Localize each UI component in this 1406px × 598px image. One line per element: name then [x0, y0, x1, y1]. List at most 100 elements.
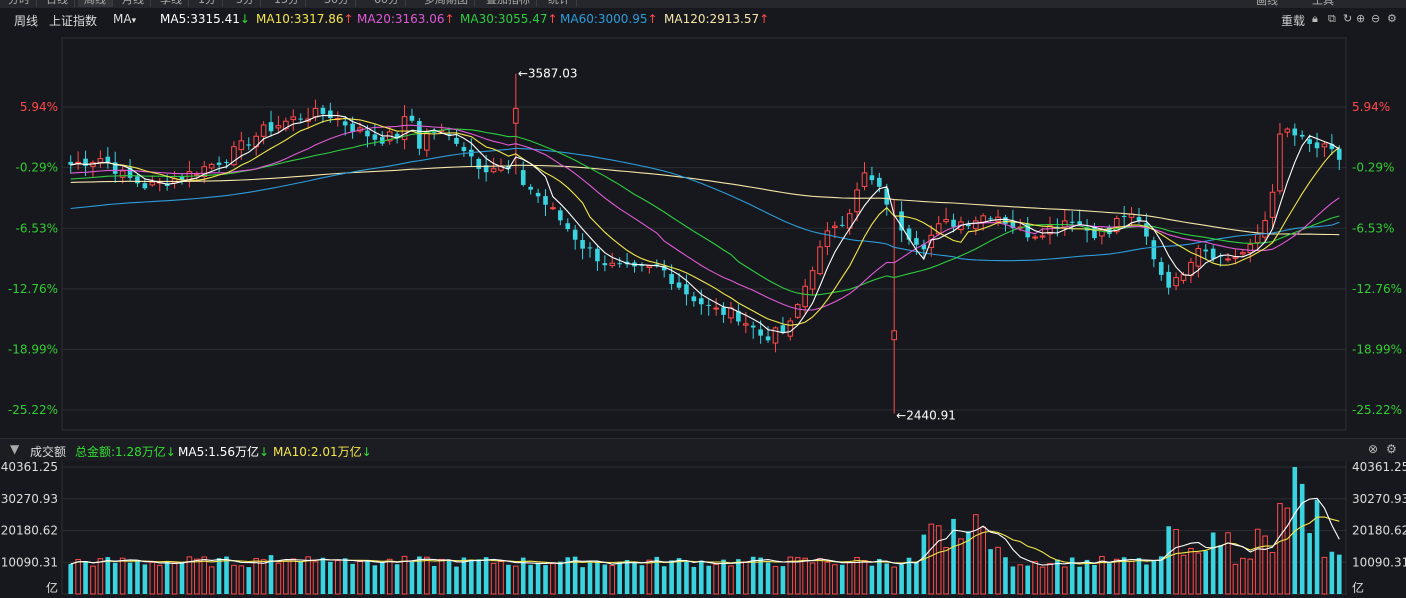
- volume-bar: [684, 560, 689, 594]
- candle-body: [676, 282, 682, 288]
- high-annotation: ←3587.03: [518, 67, 578, 81]
- volume-bar: [438, 558, 445, 595]
- ma20-line: [70, 124, 1340, 311]
- candle-body: [684, 284, 689, 295]
- toolbar-1[interactable]: 工具: [1312, 0, 1334, 7]
- candle-body: [216, 162, 222, 165]
- close-icon[interactable]: ⊗: [1368, 442, 1379, 456]
- volume-bar: [320, 557, 326, 594]
- volume-bar: [877, 558, 882, 594]
- volume-bar: [135, 560, 140, 594]
- volume-bar: [357, 561, 363, 595]
- reload-button[interactable]: 重载: [1281, 14, 1306, 28]
- box-icon[interactable]: ⧉: [1328, 12, 1336, 25]
- volume-bar: [1084, 559, 1090, 594]
- candle-body: [290, 116, 297, 121]
- ma10-legend: MA10:3317.86↑: [256, 12, 354, 26]
- volume-axis-right-label: 30270.93: [1352, 492, 1406, 506]
- zoom-out-icon[interactable]: ⊖: [1371, 12, 1381, 25]
- price-axis-left-label: -0.29%: [16, 161, 58, 175]
- volume-bar: [794, 557, 801, 595]
- candle-body: [431, 131, 437, 133]
- volume-bar: [1144, 564, 1149, 594]
- period-tab[interactable]: 5分: [230, 0, 261, 7]
- volume-bar: [914, 561, 919, 594]
- price-axis-left-label: 5.94%: [20, 100, 58, 114]
- volume-axis-right-label: 40361.25: [1352, 460, 1406, 474]
- volume-axis-left-label: 20180.62: [1, 524, 58, 538]
- candle-body: [119, 170, 126, 178]
- price-axis-left-label: -25.22%: [8, 403, 58, 417]
- volume-bar: [283, 560, 289, 595]
- candle-body: [706, 304, 712, 306]
- price-axis-right-label: -0.29%: [1352, 161, 1394, 175]
- volume-bar: [216, 558, 222, 594]
- period-tab[interactable]: 季线: [154, 0, 189, 7]
- toolbar-0[interactable]: 画线: [1256, 0, 1278, 7]
- candle-body: [972, 220, 979, 230]
- candle-body: [401, 116, 408, 140]
- volume-bar: [350, 563, 355, 594]
- candle-body: [543, 196, 548, 205]
- price-axis-right-label: -18.99%: [1352, 342, 1402, 356]
- volume-bar: [758, 557, 763, 594]
- candle-body: [869, 175, 875, 181]
- settings-icon[interactable]: ⚙: [1386, 442, 1397, 456]
- volume-bar: [988, 549, 993, 594]
- volume-bar: [632, 561, 637, 594]
- volume-axis-left-label: 10090.31: [1, 555, 58, 569]
- volume-bar: [1299, 483, 1305, 594]
- volume-bar: [469, 559, 474, 594]
- period-tab[interactable]: 月线: [116, 0, 151, 7]
- period-tab[interactable]: 30分: [318, 0, 356, 7]
- period-label[interactable]: 周线: [14, 14, 39, 28]
- volume-bar: [268, 555, 274, 594]
- period-tab[interactable]: 1分: [192, 0, 223, 7]
- volume-bar: [728, 565, 734, 595]
- period-tab[interactable]: 分时: [2, 0, 37, 7]
- volume-bar: [127, 562, 133, 594]
- candle-body: [1144, 223, 1149, 237]
- volume-bar: [980, 526, 986, 595]
- candle-body: [275, 125, 282, 129]
- candle-body: [595, 248, 600, 262]
- period-tab[interactable]: 60分: [368, 0, 406, 7]
- period-tab[interactable]: 日线: [40, 0, 75, 7]
- candle-body: [691, 296, 697, 302]
- volume-bar: [1329, 551, 1335, 594]
- period-tab[interactable]: 叠加指标: [480, 0, 537, 7]
- volume-bar: [372, 565, 378, 594]
- volume-bar: [142, 564, 148, 594]
- candle-body: [721, 307, 726, 315]
- candle-body: [758, 329, 763, 336]
- volume-bar: [861, 560, 868, 595]
- period-tab[interactable]: 统计: [542, 0, 577, 7]
- candle-body: [105, 156, 111, 162]
- candle-body: [528, 186, 533, 190]
- volume-bar: [809, 562, 816, 595]
- lock-icon[interactable]: 🔒︎: [1312, 12, 1318, 25]
- candle-body: [1299, 134, 1305, 137]
- candle-body: [454, 137, 459, 144]
- candle-body: [824, 230, 831, 247]
- candle-body: [602, 263, 608, 266]
- volume-bar: [253, 558, 259, 595]
- candle-body: [328, 110, 333, 119]
- volume-bar: [149, 561, 156, 595]
- period-tab[interactable]: 15分: [268, 0, 306, 7]
- candle-body: [661, 265, 667, 271]
- period-tab[interactable]: 多周期图: [418, 0, 475, 7]
- price-axis-right-label: -12.76%: [1352, 282, 1402, 296]
- chart-header: 周线 上证指数 MA▾ MA5:3315.41↓ MA10:3317.86↑ M…: [0, 8, 1406, 30]
- refresh-icon[interactable]: ↻: [1343, 12, 1353, 25]
- settings-icon[interactable]: ⚙: [1387, 12, 1397, 25]
- zoom-in-icon[interactable]: ⊕: [1356, 12, 1366, 25]
- candle-body: [884, 188, 890, 205]
- candle-body: [1151, 240, 1157, 260]
- period-tab[interactable]: 周线: [78, 0, 113, 7]
- volume-bar: [654, 556, 660, 594]
- indicator-select[interactable]: MA▾: [113, 12, 137, 26]
- volume-unit-left: 亿: [46, 580, 58, 595]
- collapse-icon[interactable]: ▼: [10, 442, 20, 456]
